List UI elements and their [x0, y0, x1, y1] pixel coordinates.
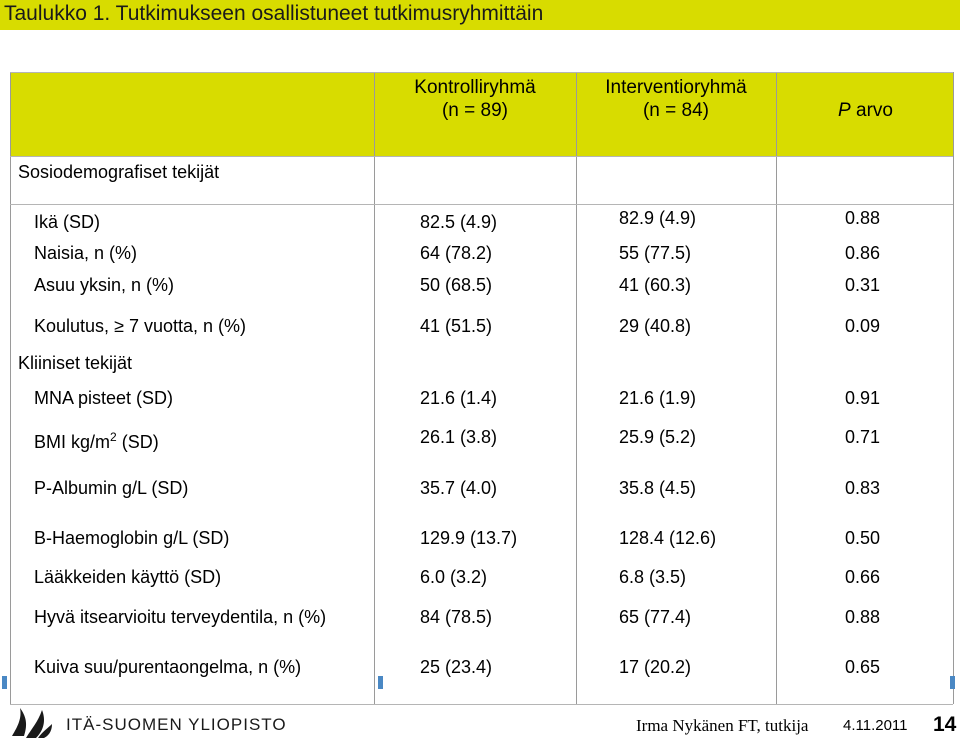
- header-intervention-n: (n = 84): [642, 100, 709, 121]
- row-label: Asuu yksin, n (%): [34, 275, 175, 295]
- row-label: Kuiva suu/purentaongelma, n (%): [34, 657, 302, 677]
- decorative-marks: [0, 676, 960, 690]
- grid-line: [10, 72, 953, 73]
- intervention-value: 6.8 (3.5): [619, 567, 687, 587]
- intervention-value: 21.6 (1.9): [619, 388, 697, 408]
- date: 4.11.2011: [843, 717, 908, 734]
- p-value: 0.50: [845, 528, 881, 548]
- title-bar: Taulukko 1. Tutkimukseen osallistuneet t…: [0, 0, 960, 30]
- grid-line: [576, 72, 577, 704]
- section-socio: Sosiodemografiset tekijät: [18, 162, 220, 182]
- control-value: 25 (23.4): [420, 657, 493, 677]
- row-label: MNA pisteet (SD): [34, 388, 174, 408]
- control-value: 82.5 (4.9): [420, 212, 498, 232]
- intervention-value: 35.8 (4.5): [619, 478, 697, 498]
- intervention-value: 65 (77.4): [619, 607, 692, 627]
- header-control: Kontrolliryhmä (n = 89): [376, 76, 574, 122]
- header-intervention: Interventioryhmä (n = 84): [578, 76, 774, 122]
- header-intervention-name: Interventioryhmä: [605, 77, 747, 98]
- row-label: BMI kg/m2 (SD): [34, 426, 159, 453]
- superscript: 2: [110, 430, 117, 444]
- row-label: Hyvä itsearvioitu terveydentila, n (%): [34, 607, 327, 627]
- p-value: 0.88: [845, 607, 881, 627]
- author: Irma Nykänen FT, tutkija: [636, 716, 809, 735]
- row-label-part: (SD): [116, 432, 159, 452]
- intervention-value: 82.9 (4.9): [619, 208, 697, 228]
- row-label-part: Koulutus,: [34, 316, 115, 336]
- intervention-value: 17 (20.2): [619, 657, 692, 677]
- p-value: 0.31: [845, 275, 881, 295]
- page-number: 14: [933, 713, 957, 736]
- university-name: ITÄ-SUOMEN YLIOPISTO: [66, 715, 287, 734]
- grid-line: [10, 704, 953, 705]
- row-label: Ikä (SD): [34, 212, 101, 232]
- decor-mark: [950, 676, 955, 689]
- p-value: 0.83: [845, 478, 881, 498]
- control-value: 26.1 (3.8): [420, 427, 498, 447]
- row-label-part: BMI kg/m: [34, 432, 111, 452]
- p-value: 0.91: [845, 388, 881, 408]
- grid-line: [953, 72, 954, 704]
- row-label: Lääkkeiden käyttö (SD): [34, 567, 222, 587]
- header-p-rest: arvo: [850, 100, 893, 121]
- slide-title: Taulukko 1. Tutkimukseen osallistuneet t…: [4, 2, 544, 25]
- control-value: 6.0 (3.2): [420, 567, 488, 587]
- greater-equal-symbol: ≥: [114, 316, 124, 336]
- decor-mark: [378, 676, 383, 689]
- grid-line: [374, 72, 375, 704]
- decor-mark: [2, 676, 7, 689]
- p-value: 0.71: [845, 427, 881, 447]
- row-label: Naisia, n (%): [34, 243, 138, 263]
- p-value: 0.88: [845, 208, 881, 228]
- section-clinical: Kliiniset tekijät: [18, 353, 133, 373]
- control-value: 84 (78.5): [420, 607, 493, 627]
- control-value: 41 (51.5): [420, 316, 493, 336]
- header-p-value: P arvo: [778, 99, 953, 122]
- header-p-italic: P: [838, 100, 851, 121]
- intervention-value: 25.9 (5.2): [619, 427, 697, 447]
- intervention-value: 29 (40.8): [619, 316, 692, 336]
- grid-line: [10, 156, 953, 157]
- control-value: 129.9 (13.7): [420, 528, 518, 548]
- control-value: 35.7 (4.0): [420, 478, 498, 498]
- intervention-value: 41 (60.3): [619, 275, 692, 295]
- grid-line: [10, 204, 953, 205]
- p-value: 0.09: [845, 316, 881, 336]
- control-value: 21.6 (1.4): [420, 388, 498, 408]
- control-value: 50 (68.5): [420, 275, 493, 295]
- control-value: 64 (78.2): [420, 243, 493, 263]
- row-label: P-Albumin g/L (SD): [34, 478, 189, 498]
- intervention-value: 128.4 (12.6): [619, 528, 717, 548]
- grid-line: [776, 72, 777, 704]
- grid-line: [10, 72, 11, 704]
- row-label: B-Haemoglobin g/L (SD): [34, 528, 230, 548]
- p-value: 0.65: [845, 657, 881, 677]
- row-label-part: 7 vuotta, n (%): [123, 316, 247, 336]
- intervention-value: 55 (77.5): [619, 243, 692, 263]
- header-control-n: (n = 89): [441, 100, 508, 121]
- university-logo-icon: [12, 708, 52, 738]
- p-value: 0.86: [845, 243, 881, 263]
- header-control-name: Kontrolliryhmä: [414, 77, 536, 98]
- p-value: 0.66: [845, 567, 881, 587]
- row-label: Koulutus, ≥ 7 vuotta, n (%): [34, 315, 246, 337]
- table-header: [10, 72, 953, 156]
